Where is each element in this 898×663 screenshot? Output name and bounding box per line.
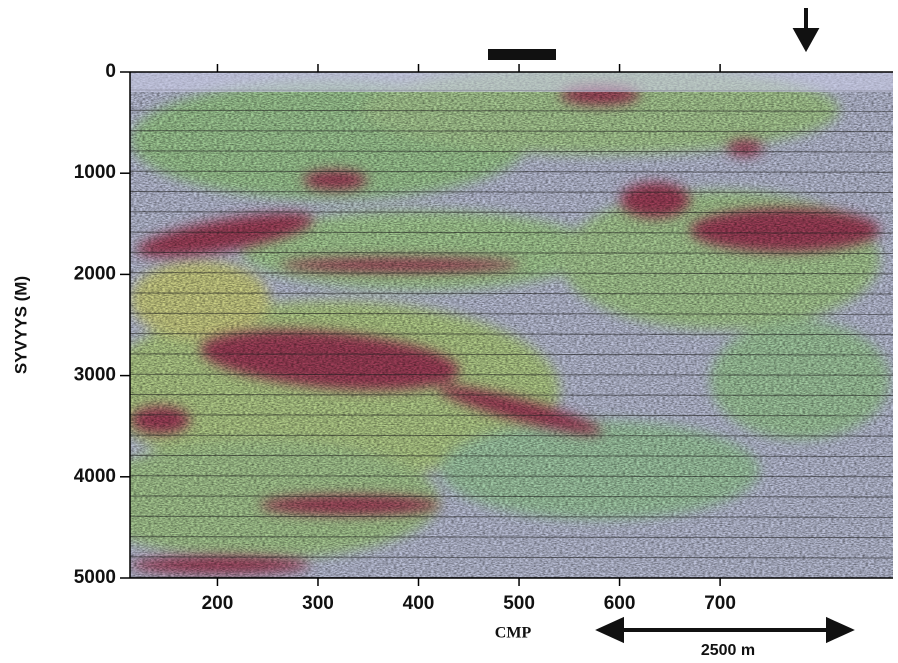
reflector <box>130 170 893 173</box>
reflector <box>130 191 893 193</box>
reflector <box>130 454 893 457</box>
reflector <box>130 251 893 254</box>
y-tick-label: 5000 <box>74 567 116 588</box>
location-arrow <box>792 8 820 53</box>
reflector <box>130 414 893 417</box>
reflector <box>130 292 893 295</box>
reflector <box>130 495 893 498</box>
reflector <box>130 333 893 336</box>
x-tick-label: 200 <box>202 593 234 614</box>
x-tick-label: 500 <box>503 593 535 614</box>
reflector <box>130 434 893 437</box>
reflector <box>130 150 893 153</box>
y-tick-label: 3000 <box>74 365 116 386</box>
scale-label: 2500 m <box>701 642 755 659</box>
reflector <box>130 515 893 518</box>
scale-arrow <box>595 616 855 644</box>
reflector <box>130 109 893 112</box>
x-tick-label: 600 <box>604 593 636 614</box>
marker-bar <box>488 49 556 60</box>
reflector <box>130 536 893 539</box>
x-axis-label: CMP <box>495 625 532 642</box>
reflector <box>130 272 893 275</box>
reflector <box>130 312 893 315</box>
reflector <box>130 475 893 478</box>
y-axis-label: SYVYYS (M) <box>11 276 30 374</box>
reflector <box>130 211 893 214</box>
reflector <box>130 556 893 559</box>
reflector <box>130 373 893 376</box>
x-tick-label: 400 <box>403 593 435 614</box>
y-tick-label: 2000 <box>74 263 116 284</box>
reflector <box>130 130 893 133</box>
y-tick-label: 4000 <box>74 466 116 487</box>
y-tick-label: 0 <box>105 61 116 82</box>
reflector <box>130 353 893 356</box>
y-tick-label: 1000 <box>74 162 116 183</box>
seismic-image <box>130 72 893 578</box>
reflector <box>130 394 893 396</box>
x-tick-label: 700 <box>704 593 736 614</box>
reflector <box>130 231 893 234</box>
x-tick-label: 300 <box>302 593 334 614</box>
